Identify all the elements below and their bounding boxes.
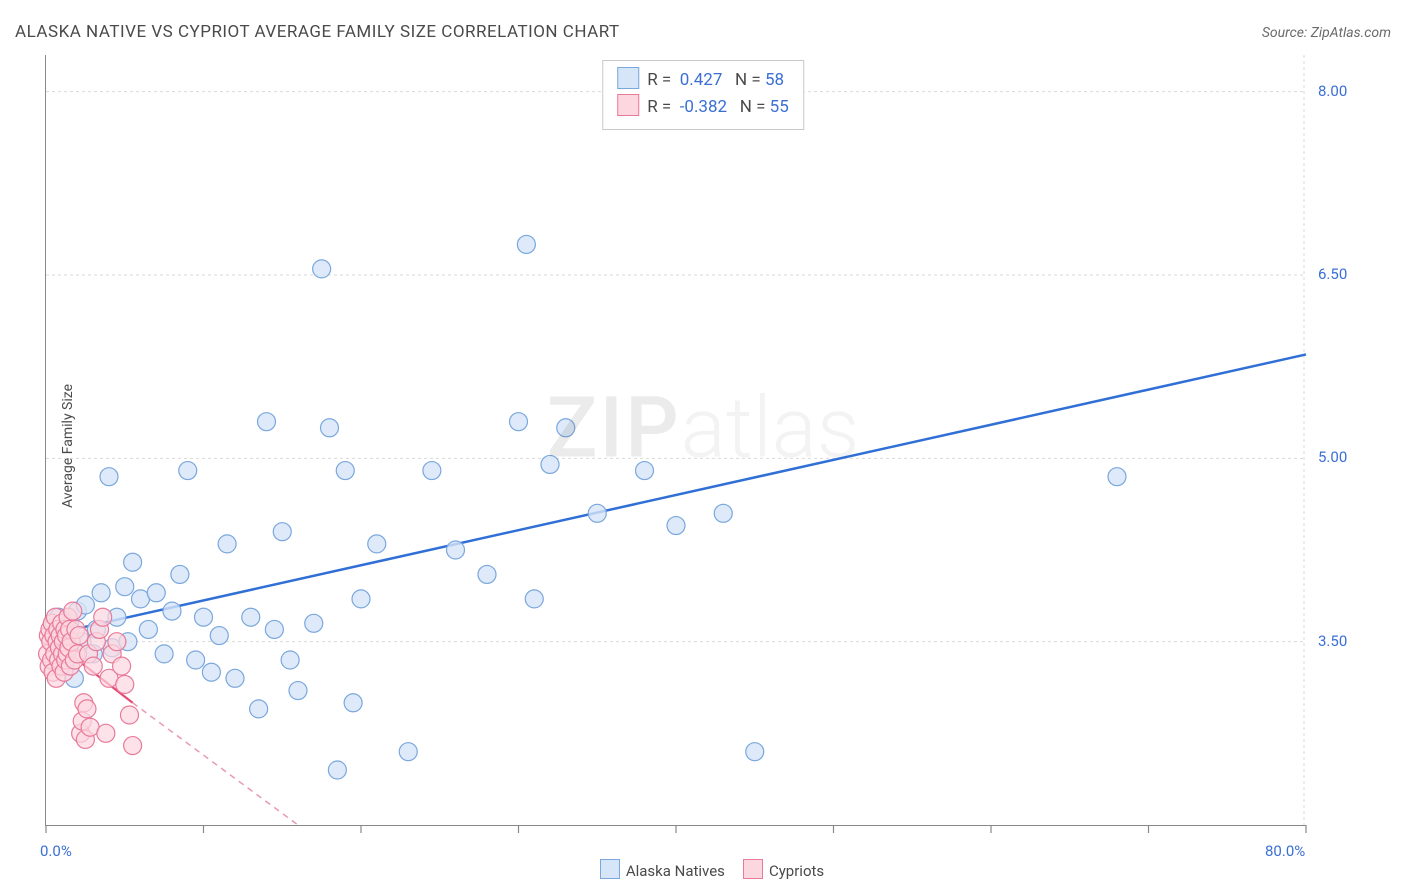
source-name: ZipAtlas.com xyxy=(1311,25,1391,41)
y-tick-label: 5.00 xyxy=(1318,448,1347,466)
legend-swatch xyxy=(600,859,620,879)
y-tick-label: 8.00 xyxy=(1318,82,1347,100)
legend-item: Alaska Natives xyxy=(582,862,725,880)
correlation-stat-box: R = 0.427 N = 58R = -0.382 N = 55 xyxy=(602,60,804,130)
x-axis-max-label: 80.0% xyxy=(1265,842,1305,860)
source-label: Source: xyxy=(1262,25,1311,41)
y-tick-label: 6.50 xyxy=(1318,265,1347,283)
legend-swatch xyxy=(743,859,763,879)
legend-label: Alaska Natives xyxy=(626,862,725,880)
x-axis-min-label: 0.0% xyxy=(40,842,72,860)
y-tick-label: 3.50 xyxy=(1318,632,1347,650)
chart-source: Source: ZipAtlas.com xyxy=(1262,25,1391,41)
n-value: 58 xyxy=(765,70,784,90)
chart-title: ALASKA NATIVE VS CYPRIOT AVERAGE FAMILY … xyxy=(15,22,620,42)
scatter-plot-svg xyxy=(46,55,1306,825)
legend-swatch xyxy=(617,94,639,116)
r-value: 0.427 xyxy=(680,70,723,90)
r-label: R = xyxy=(647,70,671,90)
plot-area xyxy=(45,55,1306,826)
stat-row: R = -0.382 N = 55 xyxy=(617,94,789,121)
r-value: -0.382 xyxy=(680,97,727,117)
stat-row: R = 0.427 N = 58 xyxy=(617,67,789,94)
n-label: N = xyxy=(735,70,761,90)
n-label: N = xyxy=(740,97,766,117)
chart-header: ALASKA NATIVE VS CYPRIOT AVERAGE FAMILY … xyxy=(15,22,1391,42)
legend-swatch xyxy=(617,67,639,89)
r-label: R = xyxy=(647,97,671,117)
bottom-legend: Alaska Natives Cypriots xyxy=(0,859,1406,880)
legend-item: Cypriots xyxy=(725,862,824,880)
legend-label: Cypriots xyxy=(769,862,824,880)
n-value: 55 xyxy=(770,97,789,117)
